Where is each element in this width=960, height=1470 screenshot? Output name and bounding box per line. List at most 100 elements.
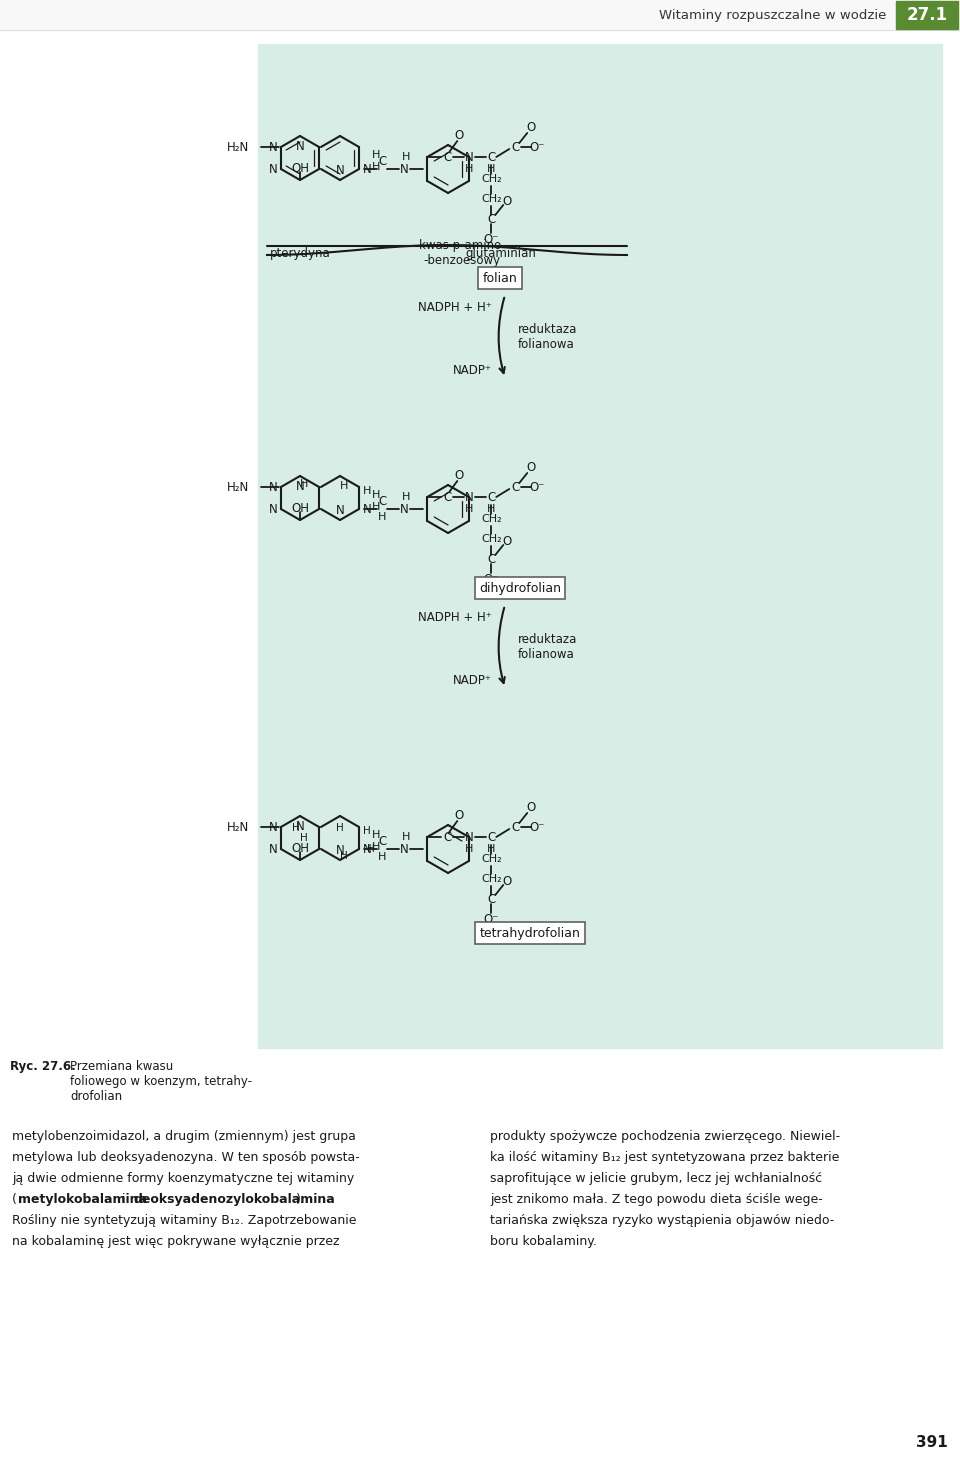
Text: N: N [269, 820, 277, 833]
Text: glutaminian: glutaminian [466, 247, 537, 260]
Text: tetrahydrofolian: tetrahydrofolian [480, 926, 581, 939]
Text: 391: 391 [916, 1435, 948, 1449]
Text: C: C [487, 491, 495, 504]
Text: O⁻: O⁻ [530, 141, 545, 153]
Text: H₂N: H₂N [227, 481, 249, 494]
Text: N: N [269, 163, 277, 175]
Text: H: H [402, 151, 410, 162]
Text: C: C [444, 831, 451, 844]
Text: N: N [336, 844, 345, 857]
Text: O: O [503, 535, 512, 547]
Text: O: O [503, 194, 512, 207]
Text: N: N [296, 479, 304, 492]
Text: i: i [118, 1194, 130, 1205]
Text: H: H [465, 165, 473, 173]
Text: C: C [487, 150, 495, 163]
Text: C: C [487, 213, 495, 225]
Text: Witaminy rozpuszczalne w wodzie: Witaminy rozpuszczalne w wodzie [659, 9, 886, 22]
Text: tariańska zwiększa ryzyko wystąpienia objawów niedo-: tariańska zwiększa ryzyko wystąpienia ob… [490, 1214, 834, 1227]
Text: O: O [455, 809, 464, 822]
Text: O: O [455, 128, 464, 141]
Text: H: H [372, 842, 380, 853]
Text: na kobalaminę jest więc pokrywane wyłącznie przez: na kobalaminę jest więc pokrywane wyłącz… [12, 1235, 340, 1248]
Text: boru kobalaminy.: boru kobalaminy. [490, 1235, 597, 1248]
Text: N: N [336, 163, 345, 176]
Text: CH₂: CH₂ [481, 514, 501, 523]
Text: C: C [378, 154, 386, 168]
Text: H: H [336, 823, 344, 833]
Text: C: C [511, 820, 519, 833]
Text: H: H [487, 844, 495, 854]
Text: H: H [372, 501, 380, 512]
Bar [896, 1, 958, 29]
Text: O⁻: O⁻ [530, 820, 545, 833]
Text: C: C [511, 481, 519, 494]
Text: H: H [402, 832, 410, 842]
Text: N: N [296, 819, 304, 832]
Text: dihydrofolian: dihydrofolian [479, 582, 561, 594]
Text: ją dwie odmienne formy koenzymatyczne tej witaminy: ją dwie odmienne formy koenzymatyczne te… [12, 1172, 354, 1185]
Text: N: N [296, 140, 304, 153]
Text: C: C [487, 553, 495, 566]
Text: H: H [465, 844, 473, 854]
Text: N: N [363, 842, 372, 856]
Text: Rośliny nie syntetyzują witaminy B₁₂. Zapotrzebowanie: Rośliny nie syntetyzują witaminy B₁₂. Za… [12, 1214, 356, 1227]
Text: folian: folian [483, 272, 517, 285]
Text: H: H [292, 823, 300, 833]
Text: O⁻: O⁻ [484, 572, 499, 585]
Text: CH₂: CH₂ [481, 173, 501, 184]
Text: Ryc. 27.6.: Ryc. 27.6. [10, 1060, 76, 1073]
Text: reduktaza
folianowa: reduktaza folianowa [518, 322, 577, 350]
Text: H: H [465, 504, 473, 514]
Text: jest znikomo mała. Z tego powodu dieta ściśle wege-: jest znikomo mała. Z tego powodu dieta ś… [490, 1194, 823, 1205]
Text: H: H [402, 492, 410, 501]
Text: N: N [363, 503, 372, 516]
Text: C: C [487, 831, 495, 844]
Text: pterydyna: pterydyna [270, 247, 330, 260]
Text: reduktaza
folianowa: reduktaza folianowa [518, 632, 577, 660]
Text: N: N [269, 503, 277, 516]
Text: NADP⁺: NADP⁺ [453, 673, 492, 686]
Text: H: H [487, 165, 495, 173]
Text: H: H [378, 853, 386, 861]
Text: N: N [399, 163, 408, 175]
Text: N: N [363, 163, 372, 175]
Text: N: N [465, 491, 473, 504]
Text: H: H [372, 162, 380, 172]
Text: H: H [363, 826, 371, 836]
Text: O: O [455, 469, 464, 482]
Text: C: C [511, 141, 519, 153]
Text: O: O [527, 121, 536, 134]
Text: H₂N: H₂N [227, 141, 249, 153]
Text: metylobenzoimidazol, a drugim (zmiennym) jest grupa: metylobenzoimidazol, a drugim (zmiennym)… [12, 1130, 356, 1144]
Text: metylokobalamina: metylokobalamina [18, 1194, 147, 1205]
Text: NADPH + H⁺: NADPH + H⁺ [419, 610, 492, 623]
Text: NADPH + H⁺: NADPH + H⁺ [419, 300, 492, 313]
Text: (: ( [12, 1194, 17, 1205]
Text: N: N [399, 842, 408, 856]
Text: N: N [269, 842, 277, 856]
Text: O: O [527, 801, 536, 813]
Text: H₂N: H₂N [227, 820, 249, 833]
Text: H: H [340, 851, 348, 861]
Text: H: H [487, 504, 495, 514]
Text: CH₂: CH₂ [481, 854, 501, 864]
Text: produkty spożywcze pochodzenia zwierzęcego. Niewiel-: produkty spożywcze pochodzenia zwierzęce… [490, 1130, 840, 1144]
Text: C: C [444, 491, 451, 504]
Text: O⁻: O⁻ [484, 232, 499, 245]
Text: C: C [487, 892, 495, 906]
Text: H: H [340, 481, 348, 491]
Text: 27.1: 27.1 [906, 6, 948, 24]
Text: H: H [363, 487, 372, 495]
Text: N: N [269, 141, 277, 153]
Text: H: H [372, 831, 380, 839]
Text: C: C [378, 494, 386, 507]
Text: CH₂: CH₂ [481, 875, 501, 883]
Text: C: C [444, 150, 451, 163]
Text: N: N [465, 150, 473, 163]
Text: Przemiana kwasu
foliowego w koenzym, tetrahy-
drofolian: Przemiana kwasu foliowego w koenzym, tet… [70, 1060, 252, 1102]
Text: H: H [367, 844, 375, 854]
Text: N: N [336, 504, 345, 516]
Text: H: H [372, 150, 380, 160]
Text: O: O [527, 460, 536, 473]
